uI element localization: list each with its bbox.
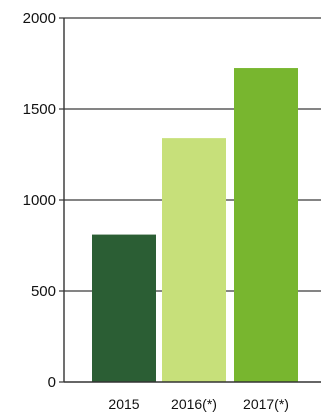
y-tick-label: 2000 bbox=[23, 10, 56, 27]
axes bbox=[63, 18, 321, 383]
y-tick-label: 1500 bbox=[23, 101, 56, 118]
y-tick-label: 1000 bbox=[23, 192, 56, 209]
bars bbox=[92, 68, 298, 383]
bar-2016(*) bbox=[162, 138, 226, 382]
y-tick-labels: 0 500 1000 1500 2000 bbox=[23, 10, 56, 391]
bar-2015 bbox=[92, 234, 156, 382]
x-tick-label: 2015 bbox=[108, 396, 139, 412]
bar-2017(*) bbox=[234, 68, 298, 383]
y-tick-label: 500 bbox=[31, 283, 56, 300]
x-tick-labels: 2015 2016(*) 2017(*) bbox=[108, 396, 289, 412]
x-tick-label: 2017(*) bbox=[243, 396, 289, 412]
y-tick-label: 0 bbox=[48, 374, 56, 391]
x-tick-label: 2016(*) bbox=[171, 396, 217, 412]
